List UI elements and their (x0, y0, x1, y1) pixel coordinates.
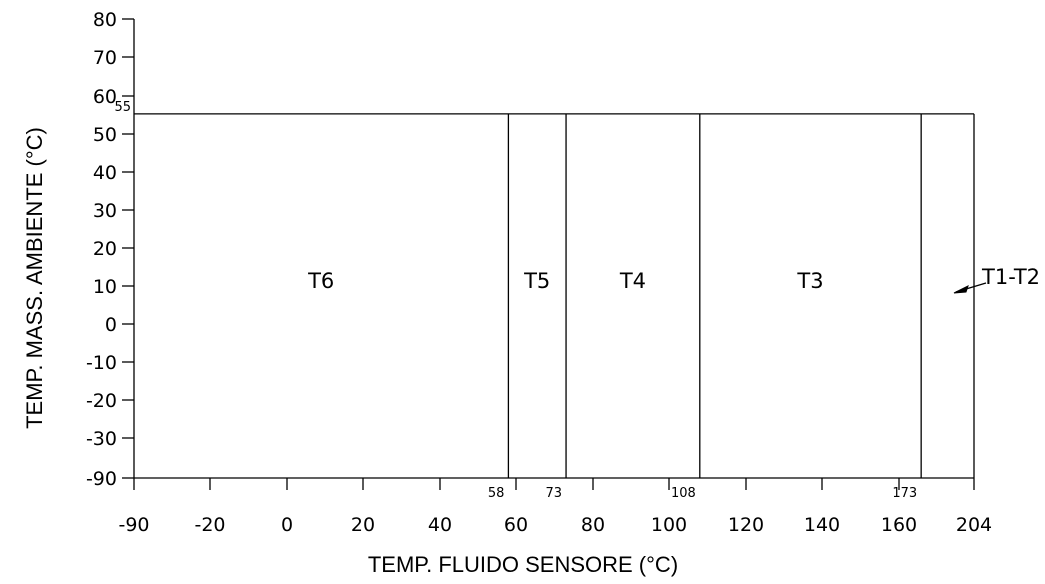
zone-pointer-arrowhead (953, 285, 969, 294)
y-tick-label: -10 (86, 352, 117, 374)
zone-label: T4 (619, 269, 646, 293)
x-tick-label: 120 (728, 514, 764, 536)
boundary-label: 173 (892, 486, 917, 501)
y-tick-label: -20 (86, 390, 117, 412)
boundary-label: 58 (488, 486, 505, 501)
zone-label: T3 (796, 269, 823, 293)
x-tick-label: -20 (194, 514, 225, 536)
y-tick-label: 60 (93, 86, 117, 108)
y-tick-label: 80 (93, 9, 117, 31)
x-tick-label: -90 (118, 514, 149, 536)
boundary-label: 73 (546, 486, 563, 501)
y-tick-label: 30 (93, 200, 117, 222)
y-tick-label: 40 (93, 162, 117, 184)
plot-region (134, 113, 975, 478)
x-tick-label: 160 (881, 514, 917, 536)
zone-labels: T6 T5 T4 T3 T1-T2 (307, 265, 1040, 294)
ambient-limit-label: 55 (114, 100, 131, 115)
x-tick-label: 204 (956, 514, 992, 536)
y-tick-label: 70 (93, 47, 117, 69)
zone-label: T6 (307, 269, 334, 293)
axes (122, 18, 975, 490)
y-tick-label: 0 (105, 314, 117, 336)
y-tick-label: -30 (86, 428, 117, 450)
x-tick-label: 0 (281, 514, 293, 536)
x-tick-label: 80 (581, 514, 605, 536)
x-axis-title: TEMP. FLUIDO SENSORE (°C) (368, 552, 678, 577)
x-tick-label: 140 (804, 514, 840, 536)
y-tick-label: 10 (93, 276, 117, 298)
x-tick-label: 40 (428, 514, 452, 536)
zone-label: T5 (523, 269, 550, 293)
y-tick-label: 50 (93, 124, 117, 146)
x-tick-label: 20 (351, 514, 375, 536)
zone-label: T1-T2 (981, 265, 1040, 289)
boundary-label: 108 (671, 486, 696, 501)
y-tick-label: -90 (86, 468, 117, 490)
x-tick-label: 100 (651, 514, 687, 536)
y-axis-title: TEMP. MASS. AMBIENTE (°C) (22, 127, 47, 429)
x-tick-label: 60 (504, 514, 528, 536)
y-tick-label: 20 (93, 238, 117, 260)
